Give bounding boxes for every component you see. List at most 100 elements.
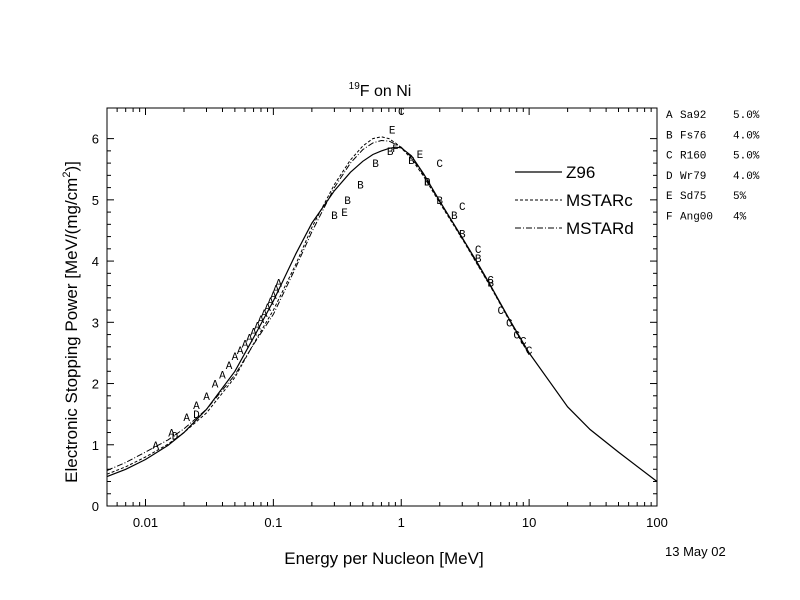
data-point-a: A [152, 441, 159, 453]
legend-label-mstard: MSTARd [566, 219, 634, 238]
x-tick-label: 0.1 [264, 515, 282, 530]
data-point-a: A [267, 297, 274, 309]
data-point-b: B [331, 211, 338, 223]
data-point-c: C [475, 245, 482, 257]
y-tick-label: 0 [92, 499, 99, 514]
reference-name: Sd75 [680, 191, 706, 203]
data-point-b: B [424, 177, 431, 189]
data-point-a: A [219, 370, 226, 382]
series-line-mstard [106, 139, 530, 471]
y-axis-label-superscript: 2 [61, 172, 73, 178]
reference-marker: C [666, 151, 673, 163]
reference-name: Fs76 [680, 130, 706, 142]
data-point-c: C [497, 306, 504, 318]
reference-error: 5.0% [733, 110, 760, 122]
data-point-b: B [459, 230, 466, 242]
series-lines [106, 136, 658, 482]
reference-error: 4% [733, 212, 747, 224]
x-tick-label: 1 [398, 515, 405, 530]
data-point-d: D [193, 410, 200, 422]
data-point-d: D [172, 432, 179, 444]
data-point-b: B [475, 254, 482, 266]
data-point-c: C [487, 275, 494, 287]
data-point-a: A [254, 321, 261, 333]
data-point-a: A [258, 315, 265, 327]
reference-marker: D [666, 171, 673, 183]
data-point-c: C [398, 107, 405, 119]
legend: Z96 MSTARc MSTARd [515, 163, 634, 238]
data-point-b: B [372, 159, 379, 171]
data-point-a: A [246, 334, 253, 346]
reference-error: 5.0% [733, 151, 760, 163]
data-point-b: B [408, 156, 415, 168]
x-tick-label: 0.01 [133, 515, 158, 530]
y-axis-label: Electronic Stopping Power [MeV/(mg/cm2)] [61, 161, 81, 483]
y-tick-label: 3 [92, 315, 99, 330]
data-point-e: E [341, 208, 348, 220]
data-point-c: C [520, 337, 527, 349]
data-point-f: F [392, 144, 399, 156]
x-axis-label: Energy per Nucleon [MeV] [284, 549, 483, 568]
data-point-a: A [212, 380, 219, 392]
reference-marker: A [666, 110, 673, 122]
data-point-a: A [237, 346, 244, 358]
data-point-a: A [261, 309, 268, 321]
data-point-c: C [459, 202, 466, 214]
x-tick-label: 100 [646, 515, 668, 530]
data-point-d: D [424, 177, 431, 189]
y-tick-label: 1 [92, 438, 99, 453]
data-point-b: B [344, 196, 351, 208]
plot-frame [106, 107, 658, 507]
data-point-a: A [193, 401, 200, 413]
data-point-b: B [387, 147, 394, 159]
data-point-c: C [436, 159, 443, 171]
y-axis-ticks: 0 1 2 3 4 5 6 [92, 132, 657, 514]
legend-label-z96: Z96 [566, 163, 595, 182]
reference-error: 4.0% [733, 171, 760, 183]
y-axis-label-main: Electronic Stopping Power [MeV/(mg/cm [62, 178, 81, 483]
data-point-a: A [264, 303, 271, 315]
y-tick-label: 6 [92, 132, 99, 147]
legend-label-mstarc: MSTARc [566, 191, 633, 210]
data-point-e: E [389, 125, 396, 137]
data-point-b: B [357, 181, 364, 193]
title-superscript: 19 [349, 81, 361, 92]
reference-marker: B [666, 130, 673, 142]
data-point-c: C [526, 346, 533, 358]
data-point-b: B [436, 196, 443, 208]
data-point-a: A [203, 392, 210, 404]
x-tick-label: 10 [522, 515, 536, 530]
data-point-a: A [242, 340, 249, 352]
y-tick-label: 5 [92, 193, 99, 208]
chart-title: 19F on Ni [349, 81, 412, 100]
data-point-a: A [275, 279, 282, 291]
data-point-a: A [232, 352, 239, 364]
reference-marker: E [666, 191, 673, 203]
data-point-b: B [451, 211, 458, 223]
data-point-c: C [513, 331, 520, 343]
reference-name: Wr79 [680, 171, 706, 183]
y-tick-label: 2 [92, 377, 99, 392]
x-axis-ticks: 0.01 0.1 1 10 100 [106, 108, 668, 530]
y-axis-label-end: )] [62, 161, 81, 171]
date-label: 13 May 02 [665, 544, 726, 559]
reference-name: Ang00 [680, 212, 713, 224]
data-point-markers: AAAAAAAAAAAAAAAAAAAAABBBBBBBBBBBBCCCCCCC… [152, 107, 533, 453]
data-point-a: A [273, 285, 280, 297]
data-point-c: C [506, 318, 513, 330]
reference-error: 5% [733, 191, 747, 203]
dataset-reference-list: A Sa92 5.0% B Fs76 4.0% C R160 5.0% D Wr79 4.0% E Sd7… [666, 110, 760, 224]
y-tick-label: 4 [92, 254, 99, 269]
data-point-a: A [183, 413, 190, 425]
data-point-a: A [270, 291, 277, 303]
data-point-a: A [168, 429, 175, 441]
series-line-mstarc [106, 136, 530, 475]
reference-error: 4.0% [733, 130, 760, 142]
data-point-a: A [226, 361, 233, 373]
reference-marker: F [666, 212, 673, 224]
data-point-b: B [487, 279, 494, 291]
reference-name: Sa92 [680, 110, 706, 122]
data-point-e: E [417, 150, 424, 162]
data-point-a: A [250, 327, 257, 339]
